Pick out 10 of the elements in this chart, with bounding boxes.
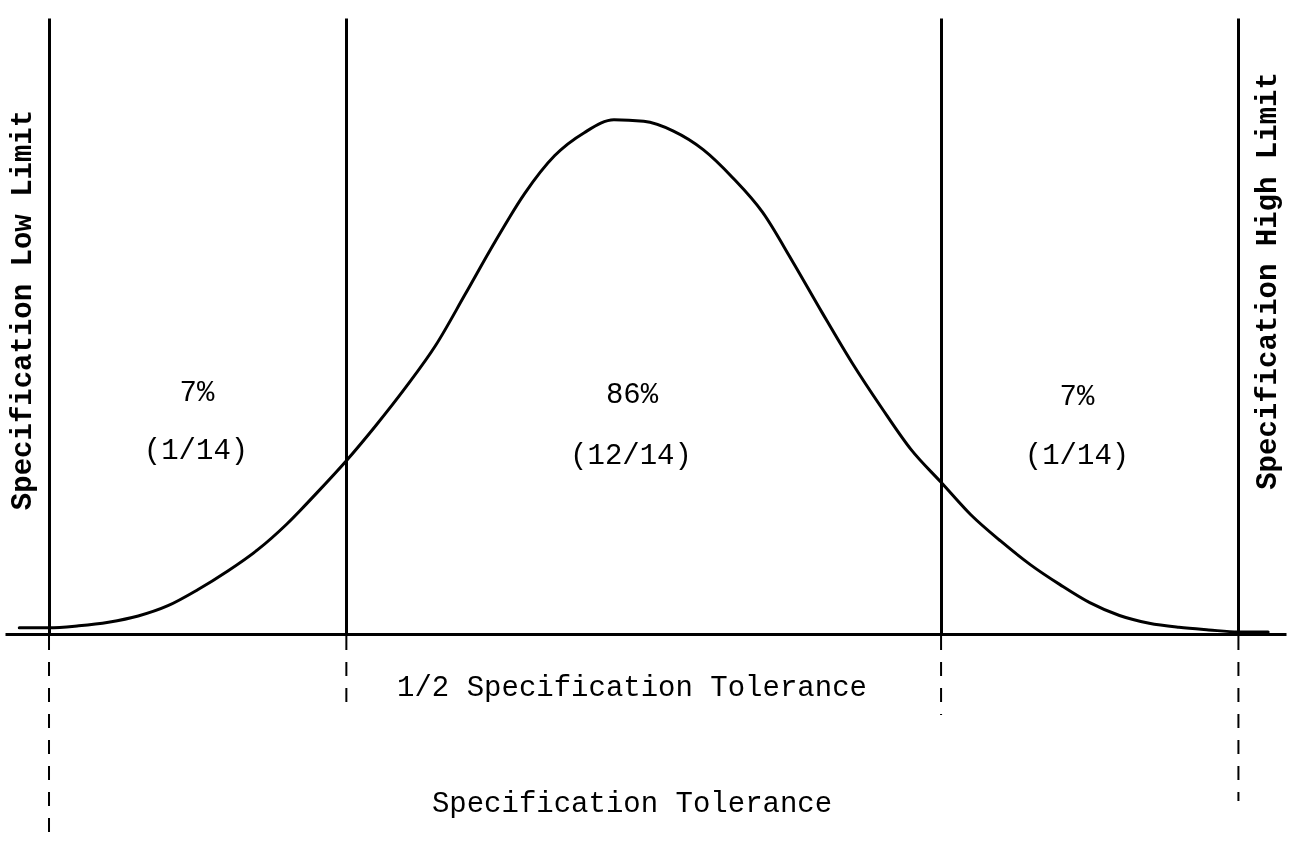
text: Specification Tolerance xyxy=(431,788,833,821)
annotation: 7% xyxy=(1059,381,1095,414)
annotation: Specification Low Limit xyxy=(7,109,40,511)
text: 1/2 Specification Tolerance xyxy=(397,672,867,705)
annotation: 7% xyxy=(179,377,215,410)
annotation: (1/14) xyxy=(1024,440,1130,473)
annotation: 86% xyxy=(605,379,659,412)
annotation: Specification High Limit xyxy=(1252,72,1285,490)
annotation: (1/14) xyxy=(143,435,249,468)
annotation: (12/14) xyxy=(570,440,692,473)
